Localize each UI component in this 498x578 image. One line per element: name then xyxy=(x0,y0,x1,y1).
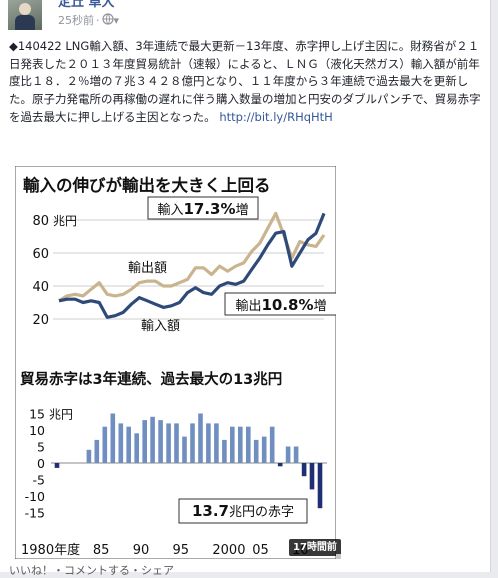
y-tick-label: 60 xyxy=(32,247,49,262)
annotation-deficit-box xyxy=(178,498,308,524)
deficit-bar xyxy=(182,436,187,463)
post-meta: 25秒前 · ▾ xyxy=(58,13,120,28)
deficit-bar xyxy=(198,413,203,463)
y-tick-label: 5 xyxy=(37,440,45,455)
deficit-bar xyxy=(190,423,195,463)
deficit-bar xyxy=(150,416,155,463)
y-unit-label: 兆円 xyxy=(49,408,73,422)
deficit-bar xyxy=(230,426,235,463)
y-tick-label: 0 xyxy=(37,456,45,471)
deficit-bar xyxy=(126,426,131,463)
post-actions[interactable]: いいね！・コメントする・シェア xyxy=(9,564,174,577)
deficit-bar xyxy=(309,463,315,490)
annotation-deficit: 13.7兆円の赤字 xyxy=(192,502,294,520)
post-link[interactable]: http://bit.ly/RHqHtH xyxy=(219,109,333,124)
privacy-dropdown-icon[interactable]: ▾ xyxy=(113,14,120,27)
deficit-bar xyxy=(238,426,243,463)
chart-title-trade: 輸入の伸びが輸出を大きく上回る xyxy=(23,175,271,195)
annotation-import-growth-box xyxy=(147,196,259,220)
y-tick-label: 10 xyxy=(29,423,45,438)
x-tick-label: 85 xyxy=(93,543,110,558)
y-tick-label: -5 xyxy=(33,473,45,488)
import-series-line xyxy=(58,212,326,319)
deficit-bar xyxy=(269,426,275,463)
deficit-bar xyxy=(277,463,283,467)
deficit-bar xyxy=(222,439,227,463)
export-series-line xyxy=(58,211,326,303)
resize-handle[interactable] xyxy=(336,554,341,559)
x-tick-label: 2000 xyxy=(212,543,245,558)
deficit-bar xyxy=(166,423,171,463)
y-tick-label: 15 xyxy=(29,407,45,422)
image-timestamp-badge: 17時間前 xyxy=(289,539,341,556)
x-tick-label: 90 xyxy=(133,543,150,558)
legend-export: 輸出額 xyxy=(128,261,167,276)
deficit-bar xyxy=(174,423,179,463)
post-text: ◆140422 LNG輸入額、3年連続で最大更新－13年度、赤字押し上げ主因に。… xyxy=(9,38,483,127)
deficit-bar xyxy=(102,426,108,463)
chart-title-deficit: 貿易赤字は3年連続、過去最大の13兆円 xyxy=(20,370,282,388)
globe-icon[interactable] xyxy=(101,13,114,28)
deficit-bar xyxy=(214,423,219,463)
deficit-bar xyxy=(118,423,124,463)
author-name[interactable]: 定丘 卓大 xyxy=(58,0,115,10)
legend-import: 輸入額 xyxy=(141,319,180,334)
y-tick-label: 40 xyxy=(32,280,49,295)
x-tick-label: 1980年度 xyxy=(21,542,80,558)
deficit-bar xyxy=(317,463,323,509)
post-timestamp[interactable]: 25秒前 xyxy=(58,14,94,27)
x-tick-label: 95 xyxy=(173,543,190,558)
deficit-bar xyxy=(246,426,251,463)
annotation-import-growth: 輸入17.3%増 xyxy=(157,200,248,218)
annotation-export-growth: 輸出10.8%増 xyxy=(235,296,326,314)
y-unit-label: 兆円 xyxy=(53,214,77,228)
post-body: ◆140422 LNG輸入額、3年連続で最大更新－13年度、赤字押し上げ主因に。… xyxy=(9,39,481,124)
chart-image: 輸入の伸びが輸出を大きく上回る 貿易赤字は3年連続、過去最大の13兆円 20 40… xyxy=(14,165,338,560)
deficit-bar xyxy=(293,446,299,463)
deficit-bar xyxy=(86,449,92,463)
deficit-bar xyxy=(110,413,116,463)
deficit-bar xyxy=(134,433,139,463)
y-tick-label: 80 xyxy=(32,214,49,229)
deficit-bar xyxy=(142,420,147,463)
y-tick-label: 20 xyxy=(32,313,49,328)
deficit-bar xyxy=(253,439,259,463)
deficit-bar xyxy=(301,463,307,477)
x-tick-label: 05 xyxy=(252,543,269,558)
deficit-bar xyxy=(285,446,291,463)
deficit-bar xyxy=(261,436,267,463)
y-tick-label: -10 xyxy=(25,489,45,504)
post-image[interactable]: 輸入の伸びが輸出を大きく上回る 貿易赤字は3年連続、過去最大の13兆円 20 40… xyxy=(14,165,338,560)
deficit-bar xyxy=(94,439,100,463)
deficit-bar xyxy=(206,423,211,463)
avatar[interactable] xyxy=(8,0,42,30)
deficit-bar xyxy=(54,463,60,468)
y-tick-label: -15 xyxy=(25,506,45,521)
deficit-bar xyxy=(158,420,163,463)
